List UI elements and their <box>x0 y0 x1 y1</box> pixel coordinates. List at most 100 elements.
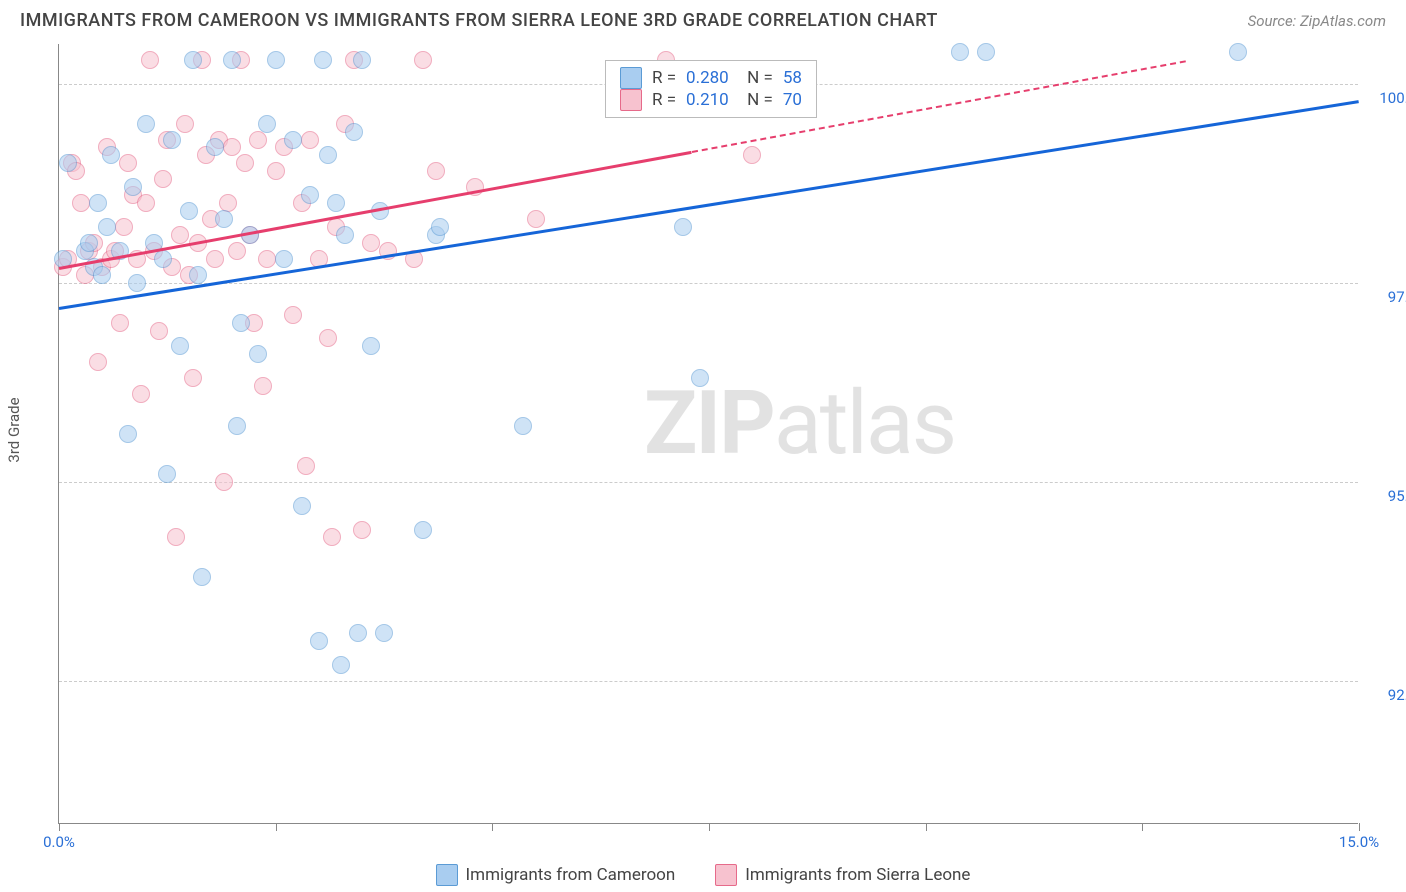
scatter-point <box>414 521 432 539</box>
scatter-point <box>301 186 319 204</box>
scatter-point <box>362 337 380 355</box>
scatter-point <box>215 473 233 491</box>
r-value: 0.210 <box>686 90 729 110</box>
scatter-point <box>163 131 181 149</box>
chart-header: IMMIGRANTS FROM CAMEROON VS IMMIGRANTS F… <box>0 0 1406 37</box>
x-tick <box>1142 823 1143 831</box>
watermark: ZIPatlas <box>644 372 955 475</box>
scatter-point <box>284 131 302 149</box>
scatter-point <box>514 417 532 435</box>
scatter-point <box>414 51 432 69</box>
r-value: 0.280 <box>686 68 729 88</box>
scatter-point <box>141 51 159 69</box>
scatter-point <box>375 624 393 642</box>
x-tick <box>926 823 927 831</box>
scatter-point <box>323 528 341 546</box>
scatter-point <box>258 250 276 268</box>
scatter-point <box>319 329 337 347</box>
scatter-point <box>89 353 107 371</box>
correlation-legend-row: R = 0.280 N = 58 <box>620 67 802 89</box>
scatter-point <box>314 51 332 69</box>
n-label: N = <box>739 68 773 88</box>
legend-swatch-icon <box>715 864 737 886</box>
x-tick <box>492 823 493 831</box>
r-label: R = <box>652 68 676 88</box>
scatter-point <box>93 266 111 284</box>
scatter-point <box>223 138 241 156</box>
n-value: 70 <box>783 90 802 110</box>
x-tick <box>1359 823 1360 831</box>
scatter-point <box>345 123 363 141</box>
scatter-point <box>743 146 761 164</box>
scatter-point <box>137 115 155 133</box>
scatter-point <box>319 146 337 164</box>
scatter-point <box>258 115 276 133</box>
scatter-point <box>297 457 315 475</box>
scatter-point <box>98 218 116 236</box>
scatter-point <box>171 226 189 244</box>
y-tick-label: 100.0% <box>1368 89 1406 107</box>
scatter-point <box>59 154 77 172</box>
scatter-point <box>80 234 98 252</box>
chart-source: Source: ZipAtlas.com <box>1248 12 1386 30</box>
r-label: R = <box>652 90 676 110</box>
scatter-point <box>310 632 328 650</box>
correlation-legend: R = 0.280 N = 58 R = 0.210 N = 70 <box>605 60 817 118</box>
scatter-point <box>332 656 350 674</box>
scatter-point <box>119 425 137 443</box>
legend-swatch-icon <box>436 864 458 886</box>
scatter-point <box>111 314 129 332</box>
scatter-point <box>353 51 371 69</box>
scatter-point <box>158 465 176 483</box>
scatter-point <box>137 194 155 212</box>
y-tick-label: 95.0% <box>1368 487 1406 505</box>
scatter-point <box>132 385 150 403</box>
x-tick-label: 0.0% <box>43 833 75 851</box>
scatter-point <box>115 218 133 236</box>
scatter-point <box>527 210 545 228</box>
scatter-point <box>249 345 267 363</box>
scatter-point <box>353 521 371 539</box>
grid-line <box>59 681 1358 682</box>
x-tick <box>276 823 277 831</box>
scatter-point <box>102 146 120 164</box>
scatter-point <box>293 497 311 515</box>
scatter-point <box>254 377 272 395</box>
scatter-point <box>691 369 709 387</box>
scatter-point <box>215 210 233 228</box>
scatter-point <box>674 218 692 236</box>
scatter-point <box>267 51 285 69</box>
y-tick-label: 92.5% <box>1368 686 1406 704</box>
legend-label: Immigrants from Cameroon <box>466 865 676 885</box>
legend-label: Immigrants from Sierra Leone <box>745 865 970 885</box>
scatter-point <box>176 115 194 133</box>
y-tick-label: 97.5% <box>1368 288 1406 306</box>
chart-area: 92.5%95.0%97.5%100.0%0.0%15.0%ZIPatlasR … <box>58 44 1358 824</box>
scatter-point <box>150 322 168 340</box>
scatter-point <box>327 194 345 212</box>
scatter-point <box>171 337 189 355</box>
scatter-point <box>427 162 445 180</box>
scatter-point <box>184 369 202 387</box>
legend-item-cameroon: Immigrants from Cameroon <box>436 864 676 886</box>
scatter-point <box>119 154 137 172</box>
scatter-point <box>336 226 354 244</box>
scatter-point <box>89 194 107 212</box>
legend-item-sierra-leone: Immigrants from Sierra Leone <box>715 864 970 886</box>
scatter-point <box>124 178 142 196</box>
scatter-point <box>206 138 224 156</box>
scatter-point <box>184 51 202 69</box>
n-label: N = <box>739 90 773 110</box>
scatter-point <box>431 218 449 236</box>
scatter-point <box>128 274 146 292</box>
scatter-point <box>301 131 319 149</box>
scatter-point <box>228 417 246 435</box>
scatter-point <box>275 250 293 268</box>
scatter-point <box>154 170 172 188</box>
plot-area: 92.5%95.0%97.5%100.0%0.0%15.0%ZIPatlasR … <box>58 44 1358 824</box>
legend-swatch-icon <box>620 67 642 89</box>
bottom-legend: Immigrants from Cameroon Immigrants from… <box>0 864 1406 886</box>
x-tick-label: 15.0% <box>1339 833 1379 851</box>
trend-line <box>59 151 692 270</box>
n-value: 58 <box>783 68 802 88</box>
